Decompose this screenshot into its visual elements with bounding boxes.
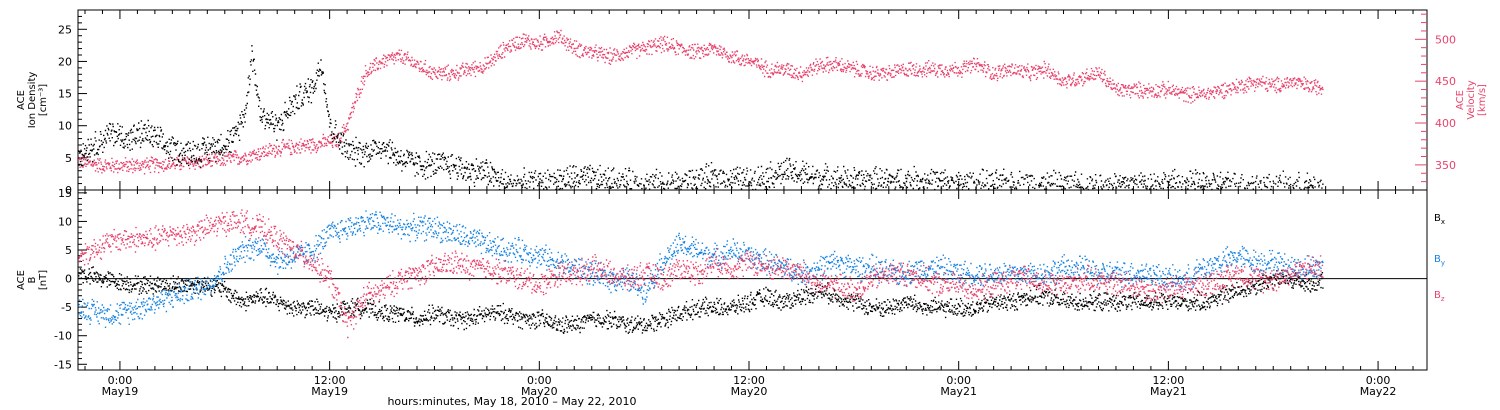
x-tick-date: May21 <box>1150 385 1187 398</box>
x-tick-time: 0:00 <box>1366 374 1391 387</box>
legend-bz-sub: z <box>1441 295 1445 303</box>
density-tick-label: 15 <box>58 88 72 101</box>
density-tick-label: 5 <box>65 152 72 165</box>
field-axis-label: ACE B [nT] <box>16 270 49 290</box>
legend-bx: Bx <box>1434 213 1445 226</box>
x-tick-time: 0:00 <box>108 374 133 387</box>
velocity-series <box>78 29 1324 175</box>
legend-bz: Bz <box>1434 290 1445 303</box>
x-axis-title: hours:minutes, May 18, 2010 – May 22, 20… <box>387 395 636 408</box>
x-tick-date: May20 <box>521 385 558 398</box>
velocity-axis-label: ACE Velocity [km/s] <box>1455 80 1488 119</box>
velocity-tick-label: 350 <box>1435 159 1456 172</box>
density-axis-label-line: [cm⁻³] <box>38 84 49 116</box>
field-axis-label-line: B <box>27 276 38 283</box>
x-tick-date: May19 <box>102 385 139 398</box>
field-tick-label: 10 <box>58 215 72 228</box>
field-tick-label: 0 <box>65 273 72 286</box>
velocity-tick-label: 450 <box>1435 75 1456 88</box>
bx-series-marks <box>78 266 1324 334</box>
velocity-axis-label-line: Velocity <box>1466 80 1477 119</box>
x-tick-time: 0:00 <box>527 374 552 387</box>
velocity-axis-label-line: [km/s] <box>1477 84 1488 116</box>
x-tick-date: May19 <box>311 385 348 398</box>
field-tick-label: -5 <box>61 301 72 314</box>
legend-by: By <box>1434 254 1445 267</box>
density-tick-label: 25 <box>58 23 72 36</box>
velocity-axis-label-line: ACE <box>1455 90 1466 110</box>
legend-by-sub: y <box>1441 259 1445 267</box>
x-tick-date: May21 <box>940 385 977 398</box>
density-tick-label: 20 <box>58 55 72 68</box>
velocity-series-marks <box>78 29 1324 175</box>
density-axis-label: ACE Ion Density [cm⁻³] <box>16 72 49 129</box>
x-tick-time: 12:00 <box>1153 374 1185 387</box>
legend-bx-sub: x <box>1441 218 1445 226</box>
velocity-tick-label: 400 <box>1435 117 1456 130</box>
bottom-frame <box>77 189 1428 371</box>
x-tick-time: 12:00 <box>314 374 346 387</box>
x-tick-time: 0:00 <box>946 374 971 387</box>
time-axis: 0:00May1912:00May190:00May2012:00May200:… <box>84 10 1414 398</box>
density-tick-label: 0 <box>65 184 72 197</box>
field-tick-label: 5 <box>65 244 72 257</box>
velocity-tick-label: 500 <box>1435 33 1456 46</box>
field-tick-label: -10 <box>54 330 72 343</box>
density-axis-label-line: Ion Density <box>27 72 38 129</box>
density-tick-label: 10 <box>58 120 72 133</box>
x-tick-time: 12:00 <box>733 374 765 387</box>
density-axis-label-line: ACE <box>16 90 27 110</box>
bx-series <box>78 266 1324 334</box>
x-tick-date: May20 <box>731 385 768 398</box>
x-tick-date: May22 <box>1360 385 1397 398</box>
field-tick-label: 15 <box>58 187 72 200</box>
field-tick-label: -15 <box>54 358 72 371</box>
field-axis-label-line: ACE <box>16 270 27 290</box>
field-axis-label-line: [nT] <box>38 270 49 290</box>
